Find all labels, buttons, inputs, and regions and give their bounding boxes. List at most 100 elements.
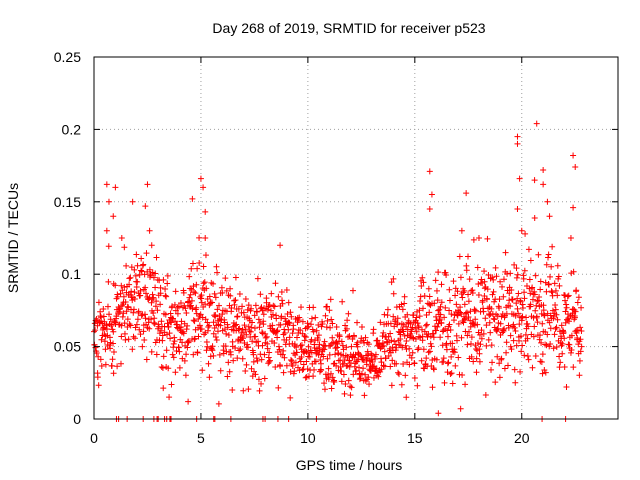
data-point — [123, 308, 130, 315]
data-point — [259, 307, 266, 314]
data-point — [148, 316, 155, 323]
data-point — [245, 302, 252, 309]
data-point — [459, 371, 466, 378]
data-point — [552, 301, 559, 308]
data-point — [491, 316, 498, 323]
data-point — [286, 334, 293, 341]
data-point — [218, 284, 225, 291]
data-point — [124, 316, 131, 323]
data-point — [202, 301, 209, 308]
data-point — [267, 307, 274, 314]
data-point — [197, 311, 204, 318]
data-point — [292, 359, 299, 366]
data-point — [132, 335, 139, 342]
data-point — [355, 350, 362, 357]
data-point — [204, 319, 211, 326]
data-point — [441, 314, 448, 321]
data-point — [493, 273, 500, 280]
data-point — [498, 355, 505, 362]
data-point — [172, 288, 179, 295]
data-point — [338, 338, 345, 345]
data-point — [372, 355, 379, 362]
data-point — [559, 350, 566, 357]
data-point — [261, 375, 268, 382]
data-point — [171, 338, 178, 345]
data-point — [299, 366, 306, 373]
data-point — [426, 293, 433, 300]
data-point — [489, 274, 496, 281]
data-point — [204, 343, 211, 350]
data-point — [322, 312, 329, 319]
data-point — [436, 306, 443, 313]
data-point — [110, 340, 117, 347]
data-point — [240, 387, 247, 394]
data-point — [246, 327, 253, 334]
data-point — [328, 316, 335, 323]
data-point — [400, 360, 407, 367]
y-tick-label: 0.15 — [54, 194, 81, 210]
data-point — [259, 329, 266, 336]
data-point — [283, 286, 290, 293]
y-tick-label: 0 — [73, 411, 81, 427]
data-point — [133, 283, 140, 290]
data-point — [312, 358, 319, 365]
data-point — [274, 334, 281, 341]
data-point — [454, 288, 461, 295]
data-point — [227, 285, 234, 292]
data-point — [478, 327, 485, 334]
data-point — [344, 317, 351, 324]
x-tick-label: 10 — [300, 430, 316, 446]
data-point — [95, 382, 102, 389]
data-point — [159, 364, 166, 371]
data-point — [390, 275, 397, 282]
data-point — [133, 321, 140, 328]
data-point — [401, 332, 408, 339]
data-point — [469, 289, 476, 296]
data-point — [125, 336, 132, 343]
data-point — [100, 325, 107, 332]
data-point — [134, 278, 141, 285]
data-point — [190, 351, 197, 358]
data-point — [341, 390, 348, 397]
data-point — [163, 347, 170, 354]
data-point — [321, 386, 328, 393]
data-point — [556, 364, 563, 371]
data-point — [174, 304, 181, 311]
data-point — [458, 227, 465, 234]
data-point — [487, 329, 494, 336]
data-point — [422, 322, 429, 329]
data-point — [506, 290, 513, 297]
data-point — [455, 354, 462, 361]
data-point — [387, 320, 394, 327]
data-point — [531, 177, 538, 184]
data-point — [475, 292, 482, 299]
data-point — [531, 214, 538, 221]
data-point — [112, 320, 119, 327]
data-point — [308, 321, 315, 328]
data-point — [447, 370, 454, 377]
data-point — [176, 324, 183, 331]
data-point — [192, 290, 199, 297]
data-point — [393, 360, 400, 367]
data-point — [521, 289, 528, 296]
data-point — [202, 208, 209, 215]
data-point — [494, 312, 501, 319]
data-point — [467, 323, 474, 330]
data-point — [351, 354, 358, 361]
data-point — [488, 366, 495, 373]
data-point — [258, 380, 265, 387]
data-point — [374, 337, 381, 344]
data-point — [482, 315, 489, 322]
data-point — [377, 319, 384, 326]
data-point — [409, 349, 416, 356]
data-point — [518, 317, 525, 324]
data-point — [311, 366, 318, 373]
data-point — [577, 324, 584, 331]
data-point — [476, 331, 483, 338]
data-point — [480, 330, 487, 337]
data-point — [100, 313, 107, 320]
data-point — [244, 306, 251, 313]
data-point — [575, 294, 582, 301]
data-point — [225, 332, 232, 339]
data-point — [420, 346, 427, 353]
